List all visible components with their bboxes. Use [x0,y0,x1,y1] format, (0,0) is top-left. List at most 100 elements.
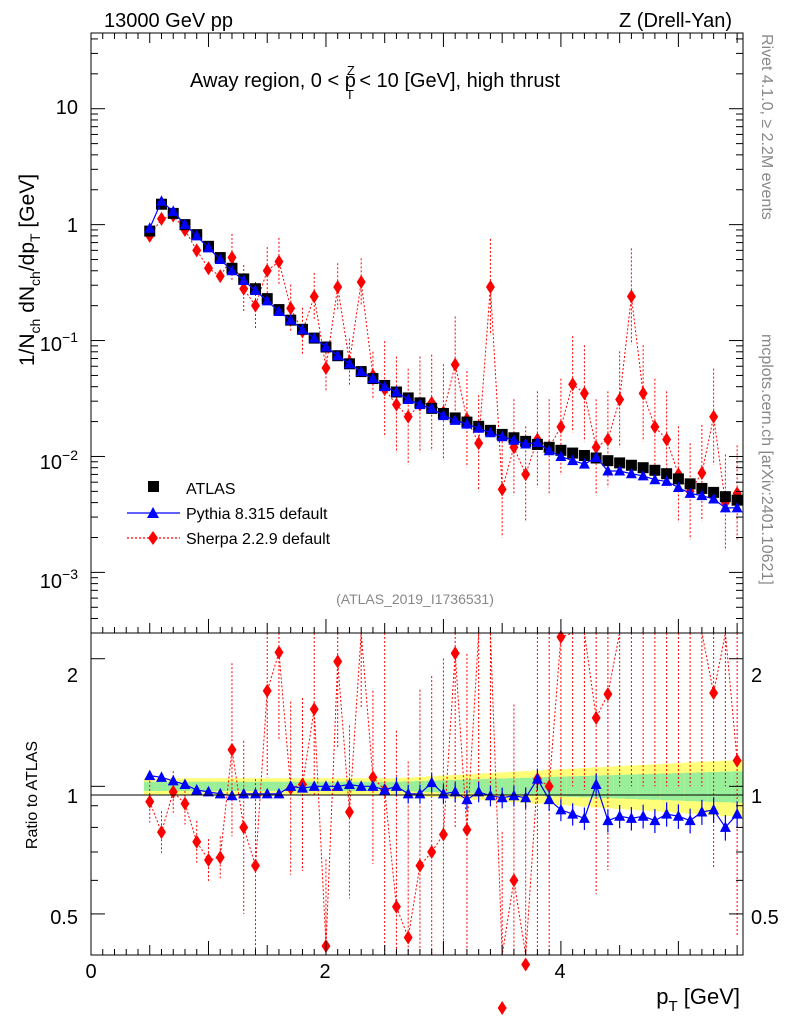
sherpa-point [215,269,225,284]
pythia-ratio-point [567,808,579,819]
pythia-point [649,473,661,485]
sherpa-ratio-point [215,850,225,865]
pythia-point [249,284,261,296]
sherpa-ratio-point [427,844,437,859]
sherpa-point [497,482,507,497]
sherpa-point [709,409,719,424]
atlas-point [708,486,720,498]
pythia-point [202,241,214,253]
pythia-point [543,444,555,456]
pythia-point [567,454,579,466]
pythia-point [191,229,203,241]
pythia-point [144,222,156,233]
ratio-tick-1-right: 1 [751,786,762,808]
xtick-label-0: 0 [85,961,96,983]
sherpa-point [333,279,343,294]
x-axis-label: pT [GeV] [656,984,740,1015]
pythia-point [578,458,590,469]
sherpa-point [262,263,272,278]
pythia-point [285,314,297,325]
sherpa-point [485,279,495,294]
sherpa-ratio-point [391,899,401,914]
pythia-point [226,264,238,276]
pythia-ratio-point [590,778,602,789]
pythia-point [167,205,179,216]
sherpa-point [156,211,166,226]
pythia-main-line [149,200,738,509]
atlas-point [672,473,684,485]
ratio-band-inner [625,774,638,799]
ratio-band-inner [672,773,685,801]
pythia-point [625,467,637,479]
sherpa-ratio-point [732,753,742,768]
ratio-tick-2-left: 2 [67,665,78,687]
legend-label-pythia: Pythia 8.315 default [186,506,328,523]
pythia-ratio-point [355,780,367,791]
sherpa-ratio-point [368,770,378,785]
pythia-ratio-point [214,787,226,799]
pythia-ratio-point [449,785,461,797]
sherpa-ratio-point [450,646,460,661]
sherpa-ratio-point [603,687,613,702]
ratio-band-inner [719,771,732,803]
pythia-ratio-point [367,780,379,791]
pythia-ratio-point [496,791,508,803]
ylab-dp: /dp [16,242,39,271]
sherpa-point [626,289,636,304]
pythia-point [179,218,191,230]
pythia-ratio-point [167,774,179,786]
pythia-ratio-point [672,810,684,821]
sherpa-point [192,243,202,258]
pythia-point [437,409,449,421]
pythia-point [531,436,543,447]
pythia-ratio-point [578,812,590,823]
sherpa-ratio-point [403,930,413,945]
pythia-ratio-point [414,787,426,799]
sherpa-ratio-point [556,630,566,645]
sherpa-point [321,360,331,375]
pythia-ratio-point [343,778,355,789]
atlas-point [731,494,743,506]
ratio-band-inner [684,772,697,802]
ytick-exp-minus3: −3 [62,566,78,582]
pythia-point [414,398,426,410]
ratio-band-inner [261,781,274,791]
header-left: 13000 GeV pp [104,10,233,32]
sherpa-ratio-point [156,825,166,840]
sherpa-ratio-point [591,710,601,725]
sherpa-point [309,289,319,304]
pythia-point [614,464,626,476]
pythia-point [496,430,508,442]
legend-marker-sherpa [148,531,158,545]
ratio-band-inner [273,781,285,791]
pythia-point [731,501,743,513]
ratio-band-inner [696,772,708,802]
pythia-ratio-point [155,771,167,782]
ratio-band-inner [214,781,227,791]
sherpa-point [391,397,401,412]
sherpa-point [568,377,578,392]
atlas-point [614,457,626,469]
ytick-label-1: 1 [67,215,78,237]
sherpa-ratio-point [274,645,284,660]
pythia-point [343,357,355,369]
title-prefix: Away region, 0 < p [190,70,356,92]
pythia-point [402,393,414,405]
ylab-sub-ch2: ch [27,271,43,286]
sherpa-point [615,392,625,407]
sherpa-ratio-point [497,1000,507,1015]
pythia-ratio-point [614,810,626,821]
ytick-exp-minus2: −2 [62,447,78,463]
pythia-ratio-point [202,785,214,797]
sherpa-ratio-point [203,853,213,868]
pythia-point [426,402,438,413]
pythia-ratio-point [320,780,332,791]
pythia-point [379,380,391,392]
atlas-point [555,444,567,456]
ylab-mid: dN [16,286,39,319]
sherpa-ratio-point [309,702,319,717]
atlas-point [567,447,579,459]
ratio-band-inner [519,777,532,796]
sherpa-ratio-point [227,742,237,757]
sherpa-point [662,432,672,447]
